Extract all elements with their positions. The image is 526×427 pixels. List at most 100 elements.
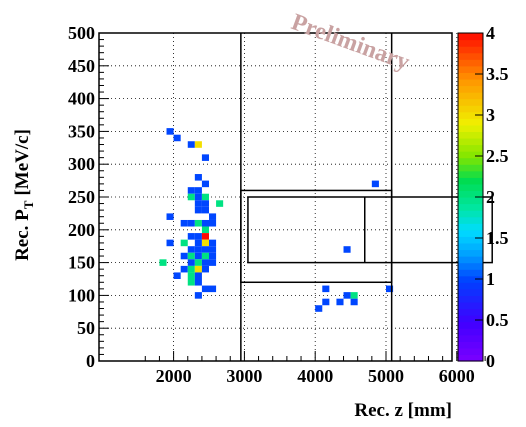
heatmap-bin (180, 252, 188, 260)
palette-segment (458, 328, 483, 336)
palette-segment (458, 275, 483, 283)
heatmap-bin (386, 285, 394, 293)
heatmap-bin (350, 298, 358, 306)
palette-segment (458, 131, 483, 139)
heatmap-bin (194, 239, 202, 247)
palette-tick-label: 2.5 (486, 146, 509, 166)
heatmap-bin (180, 239, 188, 247)
heatmap-bin (371, 180, 379, 188)
x-axis-label: Rec. z [mm] (354, 400, 452, 421)
palette-segment (458, 216, 483, 224)
heatmap-bin (201, 206, 209, 214)
axis-tick-labels: 2000 3000 4000 5000 6000 0 50 100 150 200 250 300 35… (68, 23, 475, 386)
heatmap-bin (194, 174, 202, 181)
y-tick-label: 450 (68, 56, 95, 76)
heatmap-bin (187, 193, 195, 201)
x-tick-label: 5000 (368, 366, 404, 386)
palette-segment (458, 183, 483, 192)
heatmap-bin (194, 200, 202, 207)
heatmap-bin (216, 200, 224, 207)
palette-segment (458, 85, 483, 93)
heatmap-bin (201, 252, 209, 260)
y-axis-label-subscript: T (21, 200, 36, 209)
y-tick-label: 400 (68, 89, 95, 109)
heatmap-bin (209, 246, 217, 253)
heatmap-bin (343, 292, 351, 299)
palette-segment (458, 223, 483, 231)
heatmap-bin (343, 246, 351, 253)
palette-tick-label: 2 (486, 187, 495, 207)
selection-boxes (240, 33, 493, 361)
x-tick-label: 2000 (156, 366, 192, 386)
palette-segment (458, 347, 483, 356)
palette-segment (458, 137, 483, 146)
y-axis-label: Rec. PT [MeV/c] (12, 129, 36, 261)
heatmap-bin (194, 219, 202, 227)
palette-segment (458, 242, 483, 251)
palette-segment (458, 341, 483, 349)
heatmap-bin (201, 226, 209, 234)
palette-segment (458, 282, 483, 290)
heatmap-bin (194, 233, 202, 240)
palette-segment (458, 65, 483, 73)
palette-segment (458, 262, 483, 270)
palette-segment (458, 39, 483, 47)
preliminary-watermark: Preliminary (288, 9, 413, 76)
heatmap-bin (194, 206, 202, 214)
heatmap-bin (194, 193, 202, 201)
heatmap-bin (187, 233, 195, 240)
y-tick-label: 100 (68, 285, 95, 305)
axis-ticks (99, 32, 486, 362)
palette-segment (458, 144, 483, 152)
heatmap-bin (194, 292, 202, 299)
heatmap-bin (209, 239, 217, 247)
heatmap-bin (201, 193, 209, 201)
palette-segment (458, 151, 483, 159)
y-tick-label: 250 (68, 187, 95, 207)
heatmap-bin (209, 213, 217, 220)
y-tick-label: 500 (68, 23, 95, 43)
palette-segment (458, 46, 483, 54)
heatmap-bin (201, 246, 209, 253)
heatmap-bin (187, 265, 195, 273)
palette-segment (458, 105, 483, 113)
selection-box (247, 196, 493, 264)
heatmap-bin (173, 134, 181, 142)
palette-segment (458, 269, 483, 277)
heatmap-bin (322, 285, 330, 293)
heatmap-bin (201, 239, 209, 247)
palette-segment (458, 190, 483, 198)
heatmap-bin (201, 265, 209, 273)
y-tick-label: 50 (77, 318, 95, 338)
color-palette (457, 32, 484, 362)
heatmap-bin (187, 252, 195, 260)
heatmap-bin (194, 187, 202, 194)
palette-segment (458, 321, 483, 329)
palette-segment (458, 354, 483, 362)
palette-labels: 0 0.5 1 1.5 2 2.5 3 3.5 4 (486, 23, 509, 371)
palette-segment (458, 315, 483, 323)
palette-segment (458, 52, 483, 60)
heatmap-bin (187, 272, 195, 279)
heatmap-bin (166, 213, 174, 220)
palette-segment (458, 177, 483, 185)
x-tick-label: 6000 (439, 366, 475, 386)
heatmap-bin (187, 141, 195, 148)
palette-segment (458, 197, 483, 205)
heatmap-bins (159, 128, 394, 312)
y-tick-label: 350 (68, 121, 95, 141)
heatmap-bin (315, 305, 323, 312)
heatmap-bin (201, 219, 209, 227)
y-tick-label: 150 (68, 253, 95, 273)
palette-segment (458, 229, 483, 237)
heatmap-bin (201, 233, 209, 240)
heatmap-bin (180, 219, 188, 227)
palette-segment (458, 118, 483, 126)
heatmap-bin (173, 272, 181, 279)
palette-segment (458, 72, 483, 80)
y-axis-label-unit: [MeV/c] (12, 129, 33, 195)
heatmap-bin (209, 285, 217, 293)
palette-segment (458, 308, 483, 316)
heatmap-bin (194, 272, 202, 279)
heatmap-bin (194, 265, 202, 273)
